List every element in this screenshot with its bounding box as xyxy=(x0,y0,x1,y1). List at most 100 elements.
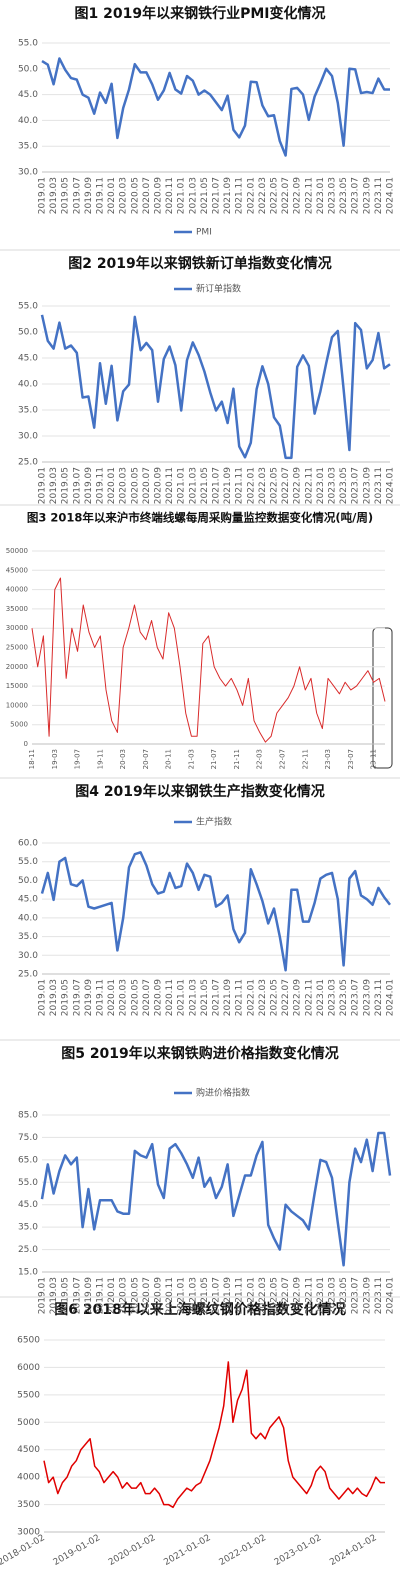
x-tick-label: 2022.09 xyxy=(293,1277,303,1314)
x-tick-label: 2019.09 xyxy=(84,177,94,214)
y-tick-label: 45.0 xyxy=(18,354,38,364)
x-tick-label: 2021.03 xyxy=(188,1277,198,1314)
x-tick-label: 2019.01 xyxy=(38,467,48,504)
x-tick-label: 2019.05 xyxy=(61,467,71,504)
x-tick-label: 2022.11 xyxy=(304,467,314,504)
x-tick-label: 2021.05 xyxy=(200,177,210,214)
x-tick-label: 2020.03 xyxy=(119,467,129,504)
x-tick-label: 2020.03 xyxy=(119,1277,129,1314)
x-tick-label: 19-11 xyxy=(96,749,104,769)
y-tick-label: 20000 xyxy=(6,663,28,671)
y-tick-label: 55.0 xyxy=(18,857,38,867)
x-tick-label: 2022.07 xyxy=(281,467,291,504)
chart-title: 图3 2018年以来沪市终端线螺每周采购量监控数据变化情况(吨/周) xyxy=(27,511,373,525)
x-tick-label: 2022.11 xyxy=(304,1277,314,1314)
y-tick-label: 85.0 xyxy=(18,1111,38,1121)
y-tick-label: 25000 xyxy=(6,644,28,652)
y-tick-label: 40.0 xyxy=(18,116,38,126)
x-tick-label: 2023.07 xyxy=(351,467,361,504)
x-tick-label: 2024.01 xyxy=(386,177,396,214)
y-tick-label: 35.0 xyxy=(18,142,38,152)
legend-label: 生产指数 xyxy=(196,816,232,828)
x-tick-label: 2022.01 xyxy=(246,467,256,504)
x-tick-label: 2021.09 xyxy=(223,979,233,1016)
chart-title: 图1 2019年以来钢铁行业PMI变化情况 xyxy=(75,5,326,22)
x-tick-label: 2021.07 xyxy=(212,177,222,214)
x-tick-label: 22-07 xyxy=(279,749,287,769)
y-tick-label: 35.0 xyxy=(18,932,38,942)
x-tick-label: 2021.11 xyxy=(235,467,245,504)
x-tick-label: 2024.01 xyxy=(386,1277,396,1314)
x-tick-label: 2023.01 xyxy=(316,177,326,214)
x-tick-label: 2023.03 xyxy=(328,177,338,214)
x-tick-label: 2020.03 xyxy=(119,979,129,1016)
x-tick-label: 2023.05 xyxy=(339,467,349,504)
y-tick-label: 15.0 xyxy=(18,1268,38,1278)
y-tick-label: 50.0 xyxy=(18,328,38,338)
y-tick-label: 30.0 xyxy=(18,951,38,961)
x-tick-label: 2019.05 xyxy=(61,1277,71,1314)
x-tick-label: 2019.07 xyxy=(72,467,82,504)
x-tick-label: 2020.11 xyxy=(165,177,175,214)
x-tick-label: 2023.05 xyxy=(339,1277,349,1314)
x-tick-label: 2021.11 xyxy=(235,979,245,1016)
x-tick-label: 2021.11 xyxy=(235,177,245,214)
x-tick-label: 2019.11 xyxy=(96,467,106,504)
x-tick-label: 2022.01 xyxy=(246,979,256,1016)
x-tick-label: 2020.09 xyxy=(154,177,164,214)
y-tick-label: 4000 xyxy=(17,1473,40,1483)
y-tick-label: 6500 xyxy=(17,1336,40,1346)
x-tick-label: 19-03 xyxy=(51,749,59,769)
x-tick-label: 2020.07 xyxy=(142,467,152,504)
x-tick-label: 2023.03 xyxy=(328,979,338,1016)
x-tick-label: 2022.01 xyxy=(246,177,256,214)
x-tick-label: 2023.09 xyxy=(362,1277,372,1314)
x-tick-label: 2022.03 xyxy=(258,1277,268,1314)
x-tick-label: 2022.11 xyxy=(304,177,314,214)
y-tick-label: 50.0 xyxy=(18,876,38,886)
y-tick-label: 65.0 xyxy=(18,1155,38,1165)
y-tick-label: 60.0 xyxy=(18,839,38,849)
x-tick-label: 2022.03 xyxy=(258,979,268,1016)
y-tick-label: 3500 xyxy=(17,1500,40,1510)
x-tick-label: 2021.07 xyxy=(212,467,222,504)
x-tick-label: 2021.05 xyxy=(200,1277,210,1314)
x-tick-label: 2020.01 xyxy=(107,1277,117,1314)
x-tick-label: 2021.09 xyxy=(223,177,233,214)
y-tick-label: 5500 xyxy=(17,1390,40,1400)
x-tick-label: 2020.11 xyxy=(165,979,175,1016)
x-tick-label: 2023.05 xyxy=(339,979,349,1016)
x-tick-label: 2023.07 xyxy=(351,979,361,1016)
x-tick-label: 21-11 xyxy=(233,749,241,769)
y-tick-label: 40.0 xyxy=(18,913,38,923)
y-tick-label: 30000 xyxy=(6,624,28,632)
y-tick-label: 10000 xyxy=(6,701,28,709)
data-line xyxy=(31,577,386,743)
y-tick-label: 50.0 xyxy=(18,64,38,74)
x-tick-label: 2019.03 xyxy=(49,467,59,504)
x-tick-label: 2020.05 xyxy=(130,177,140,214)
x-tick-label: 2024.01 xyxy=(386,467,396,504)
y-tick-label: 55.0 xyxy=(18,39,38,49)
x-tick-label: 2023.03 xyxy=(328,467,338,504)
x-tick-label: 2020.05 xyxy=(130,1277,140,1314)
x-tick-label: 18-11 xyxy=(28,749,36,769)
x-tick-label: 2022.05 xyxy=(270,177,280,214)
x-tick-label: 2020.11 xyxy=(165,467,175,504)
y-tick-label: 4500 xyxy=(17,1445,40,1455)
x-tick-label: 2021.09 xyxy=(223,467,233,504)
y-tick-label: 35.0 xyxy=(18,1223,38,1233)
x-tick-label: 2019.05 xyxy=(61,177,71,214)
y-tick-label: 25.0 xyxy=(18,1245,38,1255)
x-tick-label: 2020.01 xyxy=(107,979,117,1016)
x-tick-label: 2024.01 xyxy=(386,979,396,1016)
y-tick-label: 45.0 xyxy=(18,1200,38,1210)
x-tick-label: 2023.07 xyxy=(351,1277,361,1314)
x-tick-label: 2019.07 xyxy=(72,177,82,214)
x-tick-label: 20-03 xyxy=(119,749,127,769)
y-tick-label: 5000 xyxy=(10,721,28,729)
x-tick-label: 2020.03 xyxy=(119,177,129,214)
x-tick-label: 2019.09 xyxy=(84,467,94,504)
chart-title: 图2 2019年以来钢铁新订单指数变化情况 xyxy=(68,255,332,272)
